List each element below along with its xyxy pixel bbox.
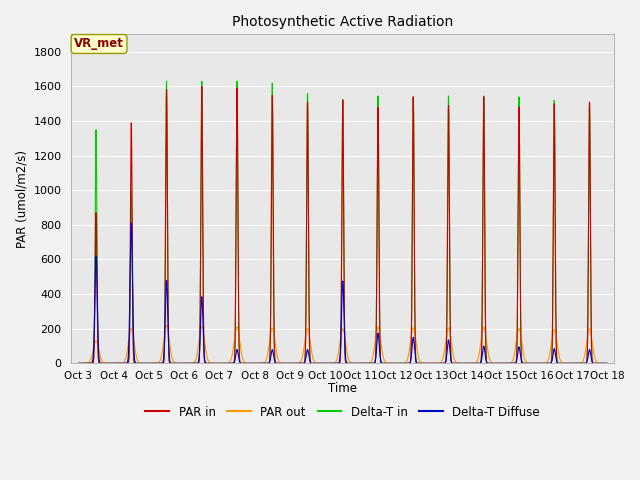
X-axis label: Time: Time — [328, 383, 357, 396]
Text: VR_met: VR_met — [74, 37, 124, 50]
Title: Photosynthetic Active Radiation: Photosynthetic Active Radiation — [232, 15, 453, 29]
Y-axis label: PAR (umol/m2/s): PAR (umol/m2/s) — [15, 150, 28, 248]
Legend: PAR in, PAR out, Delta-T in, Delta-T Diffuse: PAR in, PAR out, Delta-T in, Delta-T Dif… — [141, 401, 545, 423]
